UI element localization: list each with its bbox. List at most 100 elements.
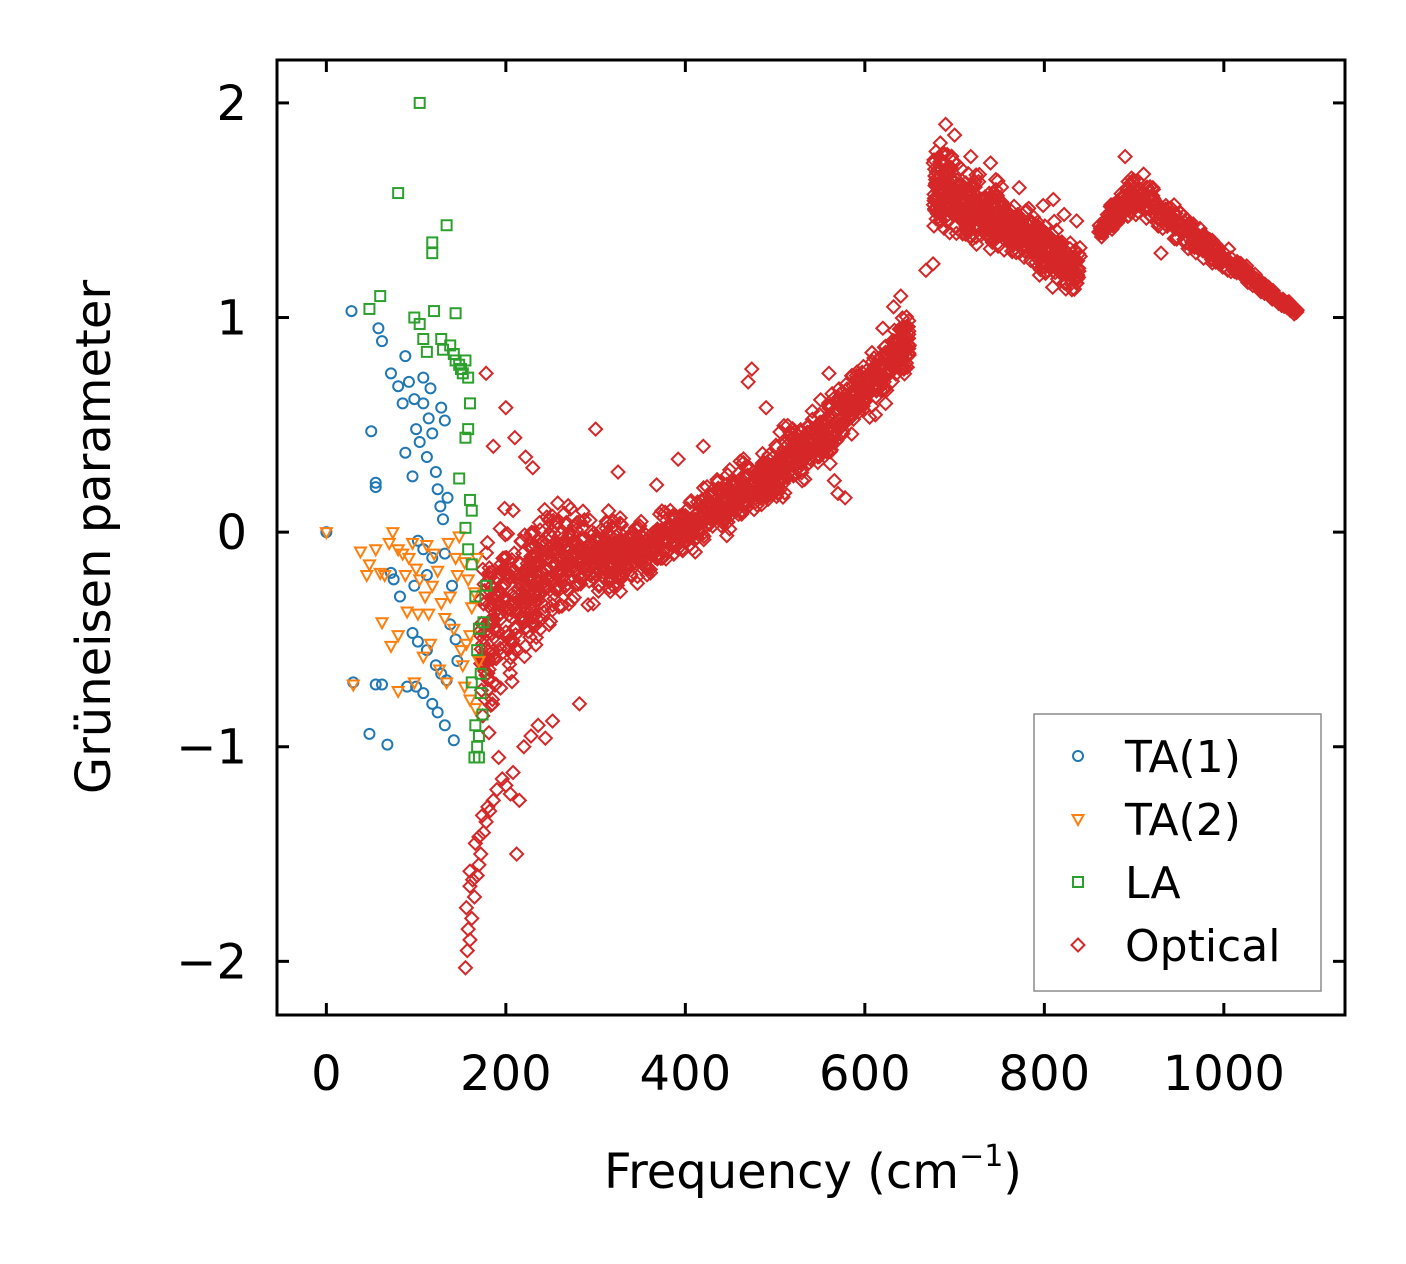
data-point — [502, 665, 519, 682]
data-point — [826, 429, 843, 446]
data-point — [390, 630, 406, 644]
data-point — [557, 554, 574, 571]
data-point — [765, 469, 782, 486]
data-point — [497, 526, 514, 543]
data-point — [770, 474, 787, 491]
data-point — [401, 552, 417, 566]
data-point — [399, 606, 415, 620]
data-point — [557, 577, 574, 594]
data-point — [871, 379, 888, 396]
data-point — [426, 551, 439, 564]
data-point — [571, 695, 588, 712]
data-point — [898, 355, 915, 371]
data-point — [532, 621, 548, 638]
x-axis-label: Frequency (cm−1) — [604, 1139, 1022, 1200]
data-point — [888, 366, 904, 382]
data-point — [836, 387, 853, 404]
data-point — [513, 533, 530, 549]
data-point — [479, 665, 496, 682]
data-point — [413, 436, 426, 448]
data-point — [430, 565, 445, 579]
data-point — [944, 172, 961, 189]
data-point — [877, 395, 894, 412]
data-point — [451, 531, 467, 545]
data-point — [431, 706, 444, 719]
data-point — [968, 167, 984, 183]
data-point — [485, 438, 502, 455]
data-point — [570, 555, 587, 572]
data-point — [413, 317, 426, 330]
data-point — [469, 590, 482, 603]
data-point — [1049, 271, 1066, 287]
data-point — [1149, 196, 1166, 213]
data-point — [417, 371, 430, 384]
data-point — [831, 412, 848, 429]
data-point — [826, 472, 843, 489]
data-point — [440, 219, 453, 232]
data-point — [572, 570, 588, 587]
data-point — [1027, 254, 1044, 271]
data-point — [966, 193, 983, 210]
data-point — [368, 544, 383, 558]
data-point — [449, 307, 462, 320]
data-point — [978, 190, 995, 207]
data-point — [480, 579, 493, 592]
data-point — [782, 425, 799, 441]
data-point — [925, 255, 941, 272]
data-point — [472, 591, 489, 608]
data-point — [982, 155, 999, 171]
data-point — [496, 500, 513, 517]
data-point — [1091, 224, 1108, 241]
plot-points — [319, 96, 1306, 976]
data-point — [655, 534, 672, 551]
data-point — [1001, 207, 1017, 224]
data-point — [1262, 281, 1279, 298]
data-point — [740, 373, 757, 390]
data-point — [690, 497, 707, 514]
data-point — [492, 680, 509, 697]
data-point — [1288, 304, 1305, 320]
data-point — [472, 751, 485, 764]
data-point — [1112, 208, 1129, 224]
data-point — [1023, 213, 1040, 230]
data-point — [1055, 248, 1072, 265]
data-point — [560, 524, 577, 541]
data-point — [867, 406, 884, 423]
data-point — [472, 846, 489, 862]
data-point — [458, 899, 475, 916]
data-point — [410, 680, 423, 693]
data-point — [417, 591, 433, 605]
data-point — [630, 533, 647, 550]
x-axis-label-main: Frequency (cm — [604, 1144, 959, 1200]
data-point — [435, 401, 448, 414]
data-point — [463, 910, 480, 927]
data-point — [483, 564, 500, 581]
data-point — [1129, 172, 1146, 189]
data-point — [1001, 213, 1017, 230]
data-point — [1004, 243, 1021, 260]
data-point — [822, 455, 838, 472]
data-point — [517, 449, 534, 465]
data-point — [446, 579, 459, 592]
legend-marker — [1072, 750, 1084, 762]
data-point — [505, 502, 521, 519]
data-point — [776, 454, 793, 471]
data-point — [484, 691, 501, 708]
data-point — [958, 218, 974, 235]
data-point — [704, 518, 721, 534]
data-point — [939, 146, 956, 163]
data-point — [462, 423, 475, 436]
data-point — [987, 171, 1004, 188]
data-point — [821, 365, 837, 382]
data-point — [834, 425, 851, 442]
data-point — [1196, 230, 1213, 247]
data-point — [362, 559, 377, 573]
data-point — [982, 192, 998, 209]
data-point — [597, 535, 614, 552]
data-point — [392, 187, 405, 200]
data-point — [554, 598, 570, 615]
data-point — [1253, 274, 1270, 291]
data-point — [610, 464, 626, 480]
data-point — [695, 438, 712, 455]
data-point — [482, 584, 499, 600]
